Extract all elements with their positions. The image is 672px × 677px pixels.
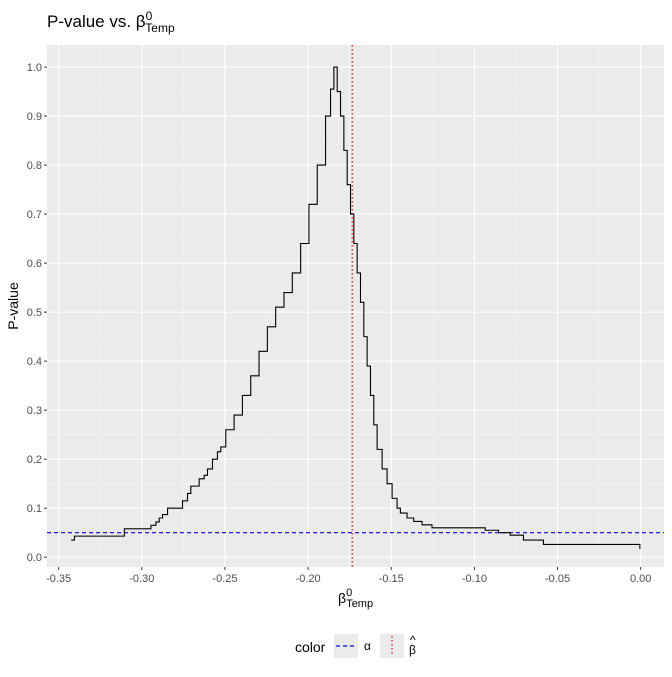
y-tick-label: 0.9 <box>27 111 42 123</box>
x-tick-label: -0.25 <box>212 573 237 585</box>
y-tick-label: 0.3 <box>27 405 42 417</box>
y-tick-label: 0.7 <box>27 209 42 221</box>
legend-label-alpha: α <box>364 639 371 653</box>
y-axis-title: P-value <box>5 282 21 330</box>
x-axis-title: β0 Temp <box>338 587 373 610</box>
y-tick-label: 1.0 <box>27 62 42 74</box>
legend-key-beta-bg <box>380 634 404 658</box>
y-tick-label: 0.5 <box>27 307 42 319</box>
panel-background <box>47 45 664 567</box>
chart-title-sup: 0 <box>146 9 153 23</box>
x-axis-title-main: β <box>338 590 346 606</box>
x-tick-label: 0.00 <box>630 573 651 585</box>
x-tick-label: -0.10 <box>462 573 487 585</box>
y-tick-label: 0.8 <box>27 160 42 172</box>
series-layer <box>71 66 641 549</box>
x-tick-label: -0.35 <box>46 573 71 585</box>
legend-title: color <box>295 639 326 655</box>
x-tick-label: -0.05 <box>545 573 570 585</box>
chart-title: P-value vs. β0 Temp <box>47 9 175 35</box>
y-tick-label: 0.0 <box>27 552 42 564</box>
y-tick-label: 0.2 <box>27 454 42 466</box>
legend-label-beta-hat: ^ <box>410 633 416 647</box>
reference-lines <box>47 45 664 567</box>
chart-title-main: P-value vs. β <box>47 12 146 31</box>
legend: color α ^ β <box>295 633 416 658</box>
x-tick-label: -0.15 <box>379 573 404 585</box>
x-tick-label: -0.30 <box>129 573 154 585</box>
series-line-0 <box>71 66 641 549</box>
y-tick-label: 0.4 <box>27 356 42 368</box>
x-axis-title-sup: 0 <box>346 587 352 599</box>
grid-lines <box>47 45 664 567</box>
axis-ticks: -0.35 -0.30 -0.25 -0.20 -0.15 -0.10 -0.05 0.00 0… <box>27 62 652 585</box>
y-tick-label: 0.1 <box>27 503 42 515</box>
x-tick-label: -0.20 <box>296 573 321 585</box>
y-tick-label: 0.6 <box>27 258 42 270</box>
legend-label-beta: β <box>409 643 416 657</box>
x-axis-title-sub: Temp <box>346 598 373 610</box>
chart-title-sub: Temp <box>145 21 175 35</box>
plot-panel <box>47 45 664 567</box>
